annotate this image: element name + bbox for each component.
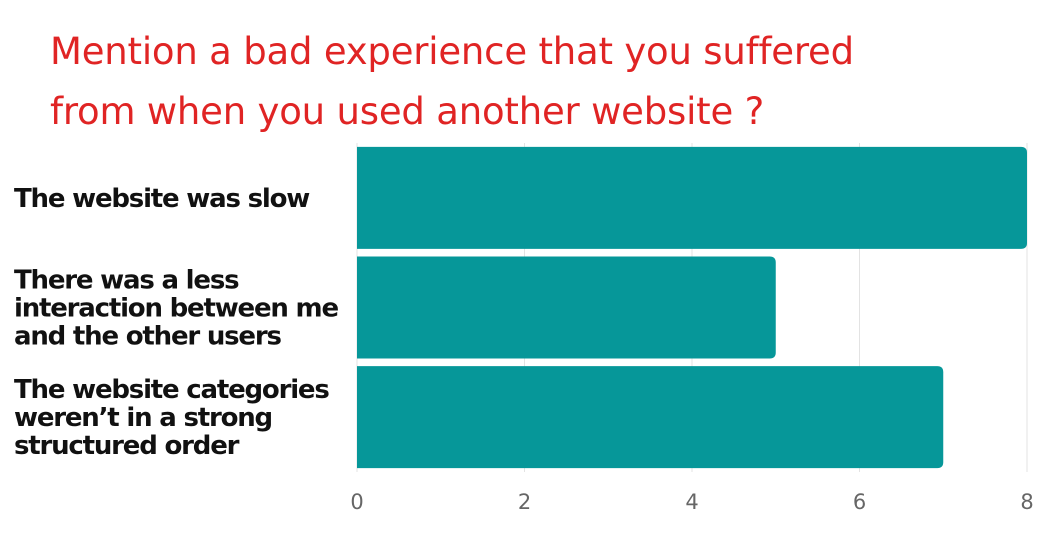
category-label: structured order xyxy=(14,431,240,461)
category-label: interaction between me xyxy=(14,294,338,324)
chart-title-line-1: Mention a bad experience that you suffer… xyxy=(50,30,854,73)
bar xyxy=(357,146,1027,249)
x-tick-label: 8 xyxy=(1020,490,1033,514)
x-tick-label: 4 xyxy=(685,490,698,514)
category-label: The website was slow xyxy=(14,184,310,214)
category-labels: The website was slow There was a lessinte… xyxy=(14,184,340,461)
x-tick-label: 2 xyxy=(518,490,531,514)
chart-title: Mention a bad experience that you suffer… xyxy=(50,22,1010,142)
x-axis-tick-labels: 0 2 4 6 8 xyxy=(350,490,1033,514)
category-label: The website categories xyxy=(14,375,329,405)
category-label: and the other users xyxy=(14,322,281,352)
bar xyxy=(357,366,944,469)
chart-title-line-2: from when you used another website ? xyxy=(50,90,765,133)
category-label: weren’t in a strong xyxy=(14,403,272,433)
bars xyxy=(357,146,1027,469)
bar xyxy=(357,256,776,359)
x-tick-label: 6 xyxy=(853,490,866,514)
category-label: There was a less xyxy=(14,266,239,296)
x-tick-label: 0 xyxy=(350,490,363,514)
